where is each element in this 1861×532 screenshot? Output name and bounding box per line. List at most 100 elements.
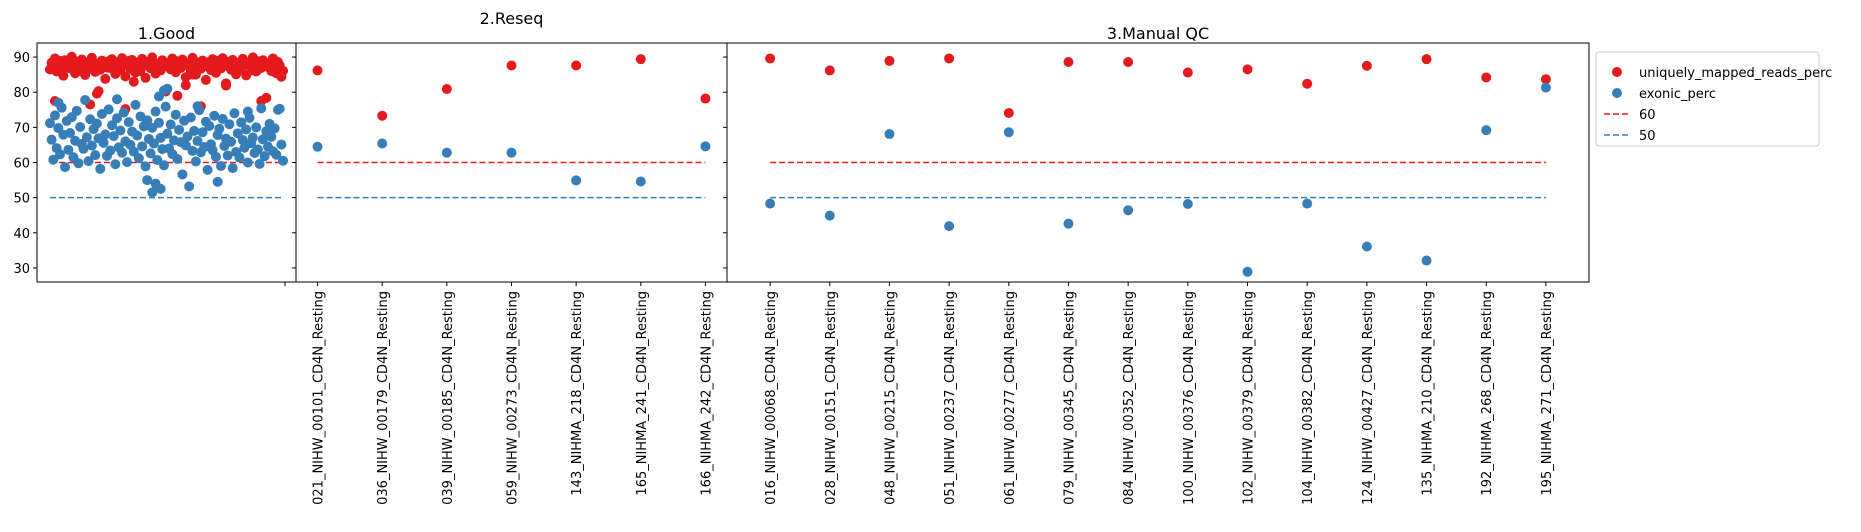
point-exonic_perc: [247, 132, 258, 143]
point-uniquely_mapped_reads_perc: [635, 54, 646, 65]
point-exonic_perc: [269, 123, 280, 134]
point-exonic_perc: [237, 135, 248, 146]
point-exonic_perc: [63, 144, 74, 155]
point-exonic_perc: [944, 221, 955, 232]
point-uniquely_mapped_reads_perc: [1540, 74, 1551, 85]
point-exonic_perc: [147, 187, 158, 198]
point-exonic_perc: [224, 119, 235, 130]
point-exonic_perc: [91, 118, 102, 129]
point-exonic_perc: [112, 113, 123, 124]
x-tick-label: 084_NIHW_00352_CD4N_Resting: [1122, 291, 1137, 505]
point-uniquely_mapped_reads_perc: [256, 95, 267, 106]
point-uniquely_mapped_reads_perc: [93, 86, 104, 97]
y-tick-label: 80: [13, 86, 30, 101]
x-tick-label: 079_NIHW_00345_CD4N_Resting: [1062, 291, 1077, 505]
point-exonic_perc: [276, 139, 287, 150]
point-exonic_perc: [145, 148, 156, 159]
point-exonic_perc: [118, 107, 129, 118]
panel-title: 2.Reseq: [480, 9, 544, 28]
x-tick-label: 100_NIHW_00376_CD4N_Resting: [1182, 291, 1197, 505]
point-exonic_perc: [182, 131, 193, 142]
point-exonic_perc: [81, 132, 92, 143]
point-exonic_perc: [106, 120, 117, 131]
point-exonic_perc: [86, 140, 97, 151]
point-exonic_perc: [256, 103, 267, 114]
point-exonic_perc: [55, 149, 66, 160]
point-exonic_perc: [1421, 255, 1432, 266]
point-exonic_perc: [108, 131, 119, 142]
point-uniquely_mapped_reads_perc: [200, 74, 211, 85]
x-tick-label: 192_NIHMA_268_CD4N_Resting: [1480, 291, 1495, 496]
point-exonic_perc: [1481, 125, 1492, 136]
x-tick-label: 036_NIHW_00179_CD4N_Resting: [376, 291, 391, 505]
x-tick-label: 124_NIHW_00427_CD4N_Resting: [1361, 291, 1376, 505]
point-exonic_perc: [377, 138, 388, 149]
point-uniquely_mapped_reads_perc: [1123, 56, 1134, 67]
point-exonic_perc: [60, 162, 71, 173]
panel-title: 1.Good: [138, 24, 195, 43]
point-exonic_perc: [635, 176, 646, 187]
point-exonic_perc: [75, 122, 86, 133]
point-uniquely_mapped_reads_perc: [1242, 64, 1253, 75]
point-exonic_perc: [49, 110, 60, 121]
point-exonic_perc: [184, 181, 195, 192]
point-exonic_perc: [765, 198, 776, 209]
point-exonic_perc: [229, 108, 240, 119]
panels: 1.Good 30 40 50 60 70 80 90 2.Reseq 021_NIHW_0010…: [13, 9, 1590, 505]
x-tick-label: 059_NIHW_00273_CD4N_Resting: [506, 291, 521, 505]
point-exonic_perc: [73, 158, 84, 169]
point-exonic_perc: [71, 105, 82, 116]
x-tick-label: 104_NIHW_00382_CD4N_Resting: [1301, 291, 1316, 505]
x-tick-label: 135_NIHMA_210_CD4N_Resting: [1421, 291, 1436, 496]
legend-marker: [1612, 67, 1622, 77]
point-exonic_perc: [242, 106, 253, 117]
point-exonic_perc: [130, 99, 141, 110]
x-tick-label: 048_NIHW_00215_CD4N_Resting: [883, 291, 898, 505]
point-exonic_perc: [214, 123, 225, 134]
point-exonic_perc: [252, 144, 263, 155]
point-exonic_perc: [257, 134, 268, 145]
point-uniquely_mapped_reads_perc: [221, 78, 232, 89]
x-tick-label: 166_NIHMA_242_CD4N_Resting: [699, 291, 714, 496]
point-exonic_perc: [44, 118, 55, 129]
point-exonic_perc: [506, 147, 517, 158]
point-exonic_perc: [53, 97, 64, 108]
point-exonic_perc: [212, 176, 223, 187]
legend-entry: exonic_perc: [1612, 87, 1716, 102]
point-uniquely_mapped_reads_perc: [180, 80, 191, 91]
panel-2: 2.Reseq 021_NIHW_00101_CD4N_Resting 036_NI…: [292, 9, 728, 505]
point-exonic_perc: [824, 210, 835, 221]
point-exonic_perc: [95, 163, 106, 174]
point-exonic_perc: [65, 127, 76, 138]
point-exonic_perc: [1003, 127, 1014, 138]
x-tick-label: 051_NIHW_00237_CD4N_Resting: [943, 291, 958, 505]
legend-label: 60: [1639, 108, 1656, 123]
point-uniquely_mapped_reads_perc: [1182, 67, 1193, 78]
point-exonic_perc: [192, 136, 203, 147]
point-uniquely_mapped_reads_perc: [884, 55, 895, 66]
panel-1: 1.Good 30 40 50 60 70 80 90: [13, 24, 297, 286]
x-tick-label: 143_NIHMA_218_CD4N_Resting: [570, 291, 585, 496]
point-exonic_perc: [160, 101, 171, 112]
legend-box: [1595, 51, 1820, 147]
point-exonic_perc: [170, 109, 181, 120]
point-uniquely_mapped_reads_perc: [1302, 78, 1313, 89]
legend-label: 50: [1639, 129, 1656, 144]
point-exonic_perc: [274, 103, 285, 114]
point-exonic_perc: [83, 156, 94, 167]
point-uniquely_mapped_reads_perc: [140, 72, 151, 83]
point-exonic_perc: [1361, 241, 1372, 252]
y-tick-label: 50: [13, 192, 30, 207]
legend-label: exonic_perc: [1639, 87, 1716, 102]
point-exonic_perc: [115, 125, 126, 136]
point-uniquely_mapped_reads_perc: [765, 53, 776, 64]
point-exonic_perc: [148, 138, 159, 149]
point-exonic_perc: [234, 152, 245, 163]
point-exonic_perc: [155, 183, 166, 194]
point-uniquely_mapped_reads_perc: [1361, 60, 1372, 71]
point-exonic_perc: [187, 145, 198, 156]
point-exonic_perc: [1242, 266, 1253, 277]
point-exonic_perc: [216, 161, 227, 172]
point-exonic_perc: [1302, 198, 1313, 209]
point-exonic_perc: [158, 160, 169, 171]
